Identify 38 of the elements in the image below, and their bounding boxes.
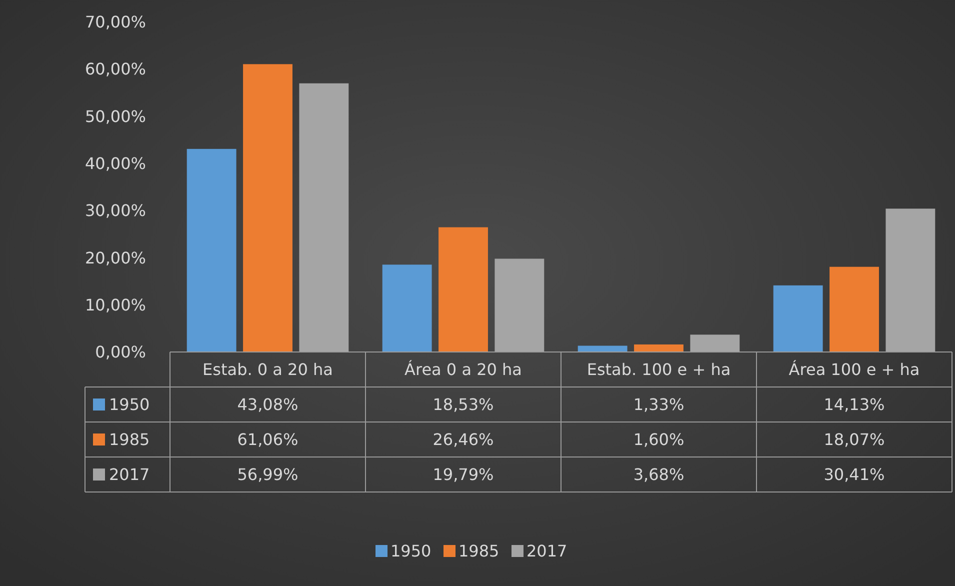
data-label: 14,13% (824, 395, 885, 414)
data-label: 3,68% (633, 465, 684, 484)
bar (382, 264, 432, 352)
bar (830, 266, 879, 352)
data-label: 18,07% (824, 430, 885, 450)
y-tick-label: 70,00% (84, 12, 146, 32)
data-label: 30,41% (824, 465, 885, 484)
legend-label: 1950 (109, 395, 150, 414)
y-tick-label: 0,00% (95, 342, 146, 362)
text: 1950 (390, 542, 432, 561)
bar (186, 148, 236, 352)
x-tick-label: Área 100 e + ha (788, 360, 920, 380)
text: 1985 (458, 542, 500, 561)
x-tick-label: Estab. 100 e + ha (586, 360, 731, 380)
data-label: 18,53% (432, 395, 494, 414)
bar (634, 344, 684, 352)
y-tick-label: 40,00% (84, 154, 146, 174)
bar (438, 227, 488, 352)
bar (243, 64, 292, 352)
x-tick-label: Estab. 0 a 20 ha (202, 360, 333, 380)
data-label: 61,06% (237, 430, 298, 450)
x-tick-label: Área 0 a 20 ha (404, 360, 522, 380)
y-tick-label: 30,00% (84, 201, 146, 220)
legend-label: 2017 (109, 465, 150, 484)
data-label: 1,33% (633, 395, 684, 414)
y-tick-label: 10,00% (84, 295, 146, 314)
legend-label: 1985 (109, 430, 150, 450)
text: 2017 (526, 542, 568, 561)
data-label: 26,46% (432, 430, 494, 450)
data-label: 1,60% (633, 430, 684, 450)
data-label: 56,99% (237, 465, 298, 484)
data-label: 43,08% (237, 395, 298, 414)
bar (773, 285, 823, 352)
y-tick-label: 20,00% (84, 248, 146, 268)
y-tick-label: 50,00% (84, 106, 146, 126)
bar (578, 346, 628, 352)
data-label: 19,79% (432, 465, 494, 484)
y-tick-label: 60,00% (84, 60, 146, 79)
